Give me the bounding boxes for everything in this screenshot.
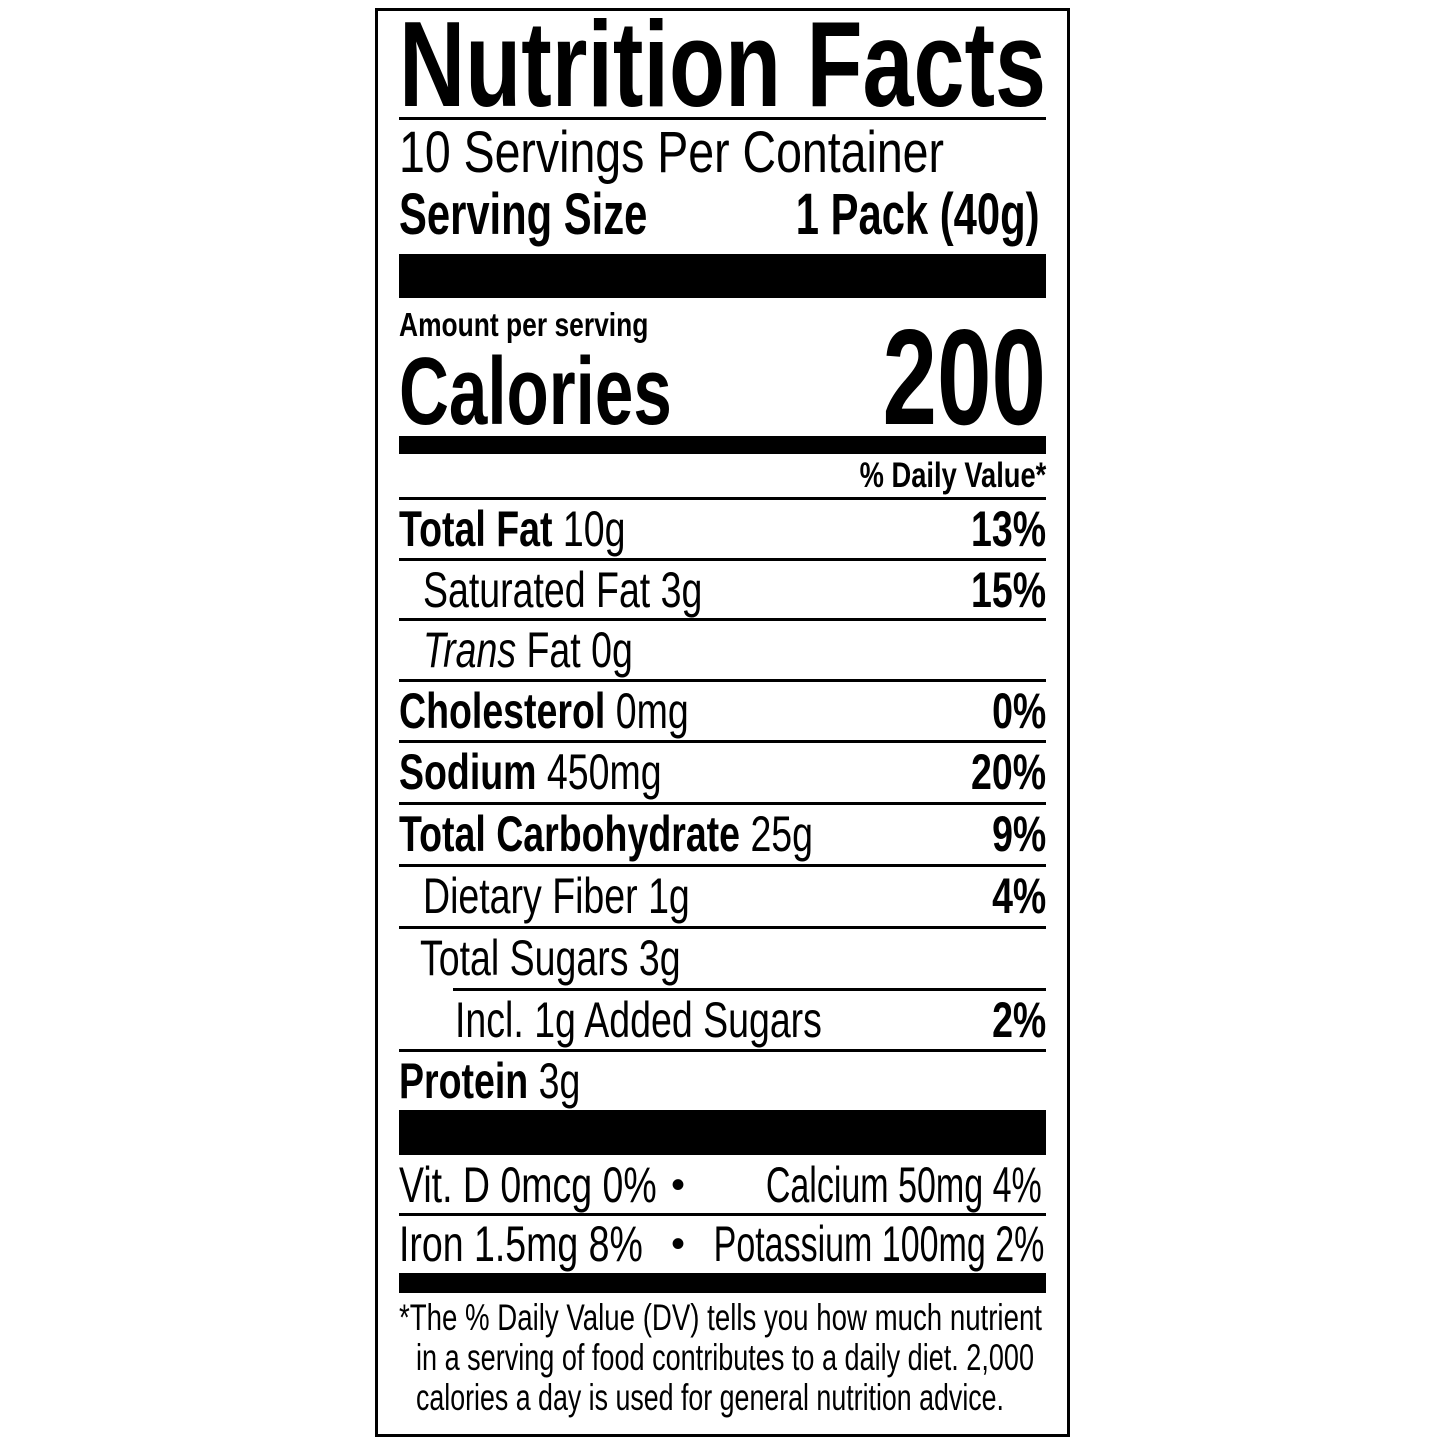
label-border — [375, 8, 1070, 1437]
nutrient-row-total-sugars: Total Sugars 3g — [399, 929, 1046, 987]
divider — [399, 740, 1046, 743]
nutrient-row-total-carbohydrate: Total Carbohydrate 25g 9% — [399, 805, 1046, 863]
calories-value: 200 — [746, 301, 1046, 453]
nutrient-name: Total Fat — [399, 501, 553, 557]
nutrient-amount: 450mg — [546, 744, 662, 800]
calories-label-text: Calories — [399, 338, 672, 445]
nutrient-name: Saturated Fat — [423, 562, 651, 618]
nutrient-row-saturated-fat: Saturated Fat 3g 15% — [399, 561, 1046, 619]
nutrient-label: Trans Fat 0g — [423, 621, 633, 679]
serving-size-value: 1 Pack (40g) — [796, 182, 1040, 247]
nutrient-name: Total Carbohydrate — [399, 806, 741, 862]
medium-bar — [399, 1273, 1046, 1293]
vitamin-row: Vit. D 0mcg 0% • Calcium 50mg 4% — [399, 1157, 1046, 1213]
serving-size: Serving Size 1 Pack (40g) — [399, 184, 1046, 246]
serving-size-label: Serving Size — [399, 182, 648, 247]
divider — [399, 679, 1046, 682]
servings-per-container: 10 Servings Per Container — [399, 122, 944, 184]
nutrient-label: Total Carbohydrate 25g — [399, 805, 813, 863]
nutrient-row-protein: Protein 3g — [399, 1052, 1046, 1110]
nutrient-label: Total Fat 10g — [399, 500, 625, 558]
thick-bar — [399, 1110, 1046, 1155]
footnote-line: in a serving of food contributes to a da… — [416, 1338, 1034, 1378]
divider — [399, 117, 1046, 120]
nutrient-name-suffix: Fat — [526, 622, 581, 678]
vitamin-right: Calcium 50mg 4% — [766, 1157, 1042, 1213]
nutrient-label: Cholesterol 0mg — [399, 682, 689, 740]
nutrient-name: Cholesterol — [399, 683, 606, 739]
nutrient-dv: 20% — [970, 744, 1046, 800]
nutrient-row-dietary-fiber: Dietary Fiber 1g 4% — [399, 867, 1046, 925]
daily-value-header: % Daily Value* — [746, 456, 1046, 496]
bullet: • — [671, 1222, 686, 1266]
amount-per-serving: Amount per serving — [399, 306, 711, 344]
divider — [399, 926, 1046, 929]
nutrient-name: Sodium — [399, 744, 537, 800]
nutrient-amount: 10g — [562, 501, 626, 557]
amount-per-serving-text: Amount per serving — [399, 306, 649, 343]
nutrient-amount: 1g — [648, 868, 690, 924]
divider — [399, 1049, 1046, 1052]
nutrient-label: Sodium 450mg — [399, 743, 662, 801]
title: Nutrition Facts — [399, 0, 1046, 132]
nutrient-row-total-fat: Total Fat 10g 13% — [399, 500, 1046, 558]
vitamin-left: Iron 1.5mg 8% — [399, 1216, 643, 1272]
divider — [399, 864, 1046, 867]
nutrient-row-cholesterol: Cholesterol 0mg 0% — [399, 682, 1046, 740]
nutrient-row-sodium: Sodium 450mg 20% — [399, 743, 1046, 801]
divider — [399, 558, 1046, 561]
nutrient-label: Total Sugars 3g — [420, 929, 681, 987]
nutrient-label: Saturated Fat 3g — [423, 561, 702, 619]
nutrient-amount: 0mg — [615, 683, 689, 739]
nutrient-name: Trans — [423, 622, 517, 678]
nutrient-row-added-sugars: Incl. 1g Added Sugars 2% — [399, 991, 1046, 1049]
nutrient-amount: 3g — [638, 930, 681, 986]
footnote-line: *The % Daily Value (DV) tells you how mu… — [399, 1298, 1042, 1338]
nutrient-amount: 3g — [660, 562, 703, 618]
nutrient-dv: 9% — [991, 806, 1046, 862]
footnote-text: in a serving of food contributes to a da… — [416, 1337, 1034, 1378]
daily-value-header-text: % Daily Value* — [859, 456, 1046, 495]
nutrient-amount: 0g — [591, 622, 633, 678]
divider — [399, 618, 1046, 621]
footnote-text: calories a day is used for general nutri… — [416, 1377, 1004, 1418]
bullet: • — [671, 1163, 686, 1207]
nutrient-dv: 4% — [991, 868, 1046, 924]
nutrient-row-trans-fat: Trans Fat 0g — [399, 621, 1046, 679]
divider — [399, 1213, 1046, 1216]
nutrient-name: Protein — [399, 1053, 529, 1109]
calories-label: Calories — [399, 338, 778, 445]
nutrient-name: Dietary Fiber — [423, 868, 638, 924]
nutrient-amount: 25g — [750, 806, 814, 862]
thick-bar — [399, 254, 1046, 298]
footnote-line: calories a day is used for general nutri… — [416, 1378, 1004, 1418]
nutrient-name: Total Sugars — [420, 930, 629, 986]
calories-value-text: 200 — [882, 301, 1046, 453]
divider — [399, 497, 1046, 500]
nutrient-dv: 15% — [970, 562, 1046, 618]
medium-bar — [399, 436, 1046, 454]
divider — [453, 988, 1046, 991]
nutrient-label: Protein 3g — [399, 1052, 580, 1110]
vitamin-row: Iron 1.5mg 8% • Potassium 100mg 2% — [399, 1216, 1046, 1272]
nutrient-dv: 0% — [991, 683, 1046, 739]
title-text: Nutrition Facts — [399, 0, 1046, 132]
servings-text: 10 Servings Per Container — [399, 120, 944, 185]
vitamin-left: Vit. D 0mcg 0% — [399, 1157, 657, 1213]
nutrient-name: Incl. 1g Added Sugars — [455, 992, 822, 1048]
footnote-text: *The % Daily Value (DV) tells you how mu… — [399, 1297, 1042, 1338]
nutrient-dv: 13% — [970, 501, 1046, 557]
nutrient-dv: 2% — [991, 992, 1046, 1048]
nutrient-label: Dietary Fiber 1g — [423, 867, 690, 925]
divider — [399, 802, 1046, 805]
nutrient-amount: 3g — [538, 1053, 581, 1109]
vitamin-right: Potassium 100mg 2% — [713, 1216, 1044, 1272]
